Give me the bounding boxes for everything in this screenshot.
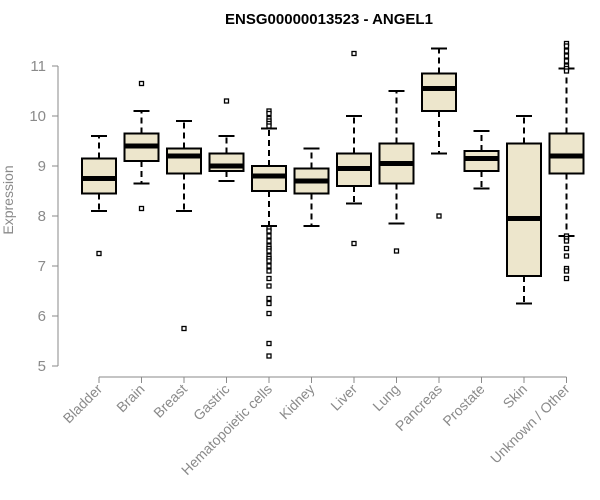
x-tick-label: Bladder [60,381,106,427]
x-tick-label: Skin [500,381,531,412]
x-tick-label: Lung [369,381,402,414]
outlier-point [563,268,570,274]
x-tick-label: Pancreas [392,381,445,434]
outlier-point [266,300,272,307]
box-group [378,90,415,254]
x-tick-label: Prostate [439,381,487,429]
outlier-point [563,48,570,54]
box-group [208,98,245,182]
outlier-point [563,58,570,64]
box-group [123,80,160,212]
y-tick-label: 9 [38,158,46,175]
x-tick-label: Unknown / Other [487,381,573,467]
box-group [166,120,202,332]
outlier-point [266,353,272,359]
outlier-point [181,325,187,332]
box-group [506,115,542,305]
box-group [293,147,330,227]
outlier-point [563,245,570,252]
y-tick-label: 11 [30,58,46,75]
outlier-point [351,50,357,57]
outlier-point [563,253,570,259]
outlier-point [138,80,145,87]
outlier-point [266,295,272,302]
outlier-point [266,233,272,239]
outlier-point [563,43,570,49]
y-tick-label: 6 [38,308,46,325]
outlier-point [266,238,272,244]
outlier-point [266,340,272,347]
y-tick-label: 5 [38,358,46,375]
outlier-point [266,310,272,317]
box-group [548,40,585,282]
box-group [463,130,500,190]
outlier-point [563,238,570,244]
outlier-point [563,275,570,282]
outlier-point [266,123,272,129]
outlier-point [266,268,272,274]
outlier-point [266,263,272,269]
y-tick-label: 10 [29,108,46,125]
outlier-point [266,110,272,117]
x-tick-label: Brain [113,381,147,415]
outlier-point [138,205,145,212]
x-tick-label: Breast [150,381,190,421]
y-tick-label: 7 [38,258,46,275]
boxes-layer [81,40,585,359]
outlier-point [266,248,272,254]
outlier-point [266,283,272,289]
outlier-point [563,68,570,74]
x-tick-label: Kidney [276,381,318,423]
box-group [421,47,457,219]
outlier-point [96,250,102,257]
box-iqr [421,72,457,112]
box-group [81,135,117,257]
outlier-point [266,258,272,264]
y-axis-label: Expression [0,165,16,234]
y-axis: 5 6 7 8 9 10 11 [29,58,59,375]
box-group [336,50,372,247]
outlier-point [563,53,570,59]
box-group [251,108,287,359]
outlier-point [393,248,400,254]
box-iqr [166,147,202,175]
y-tick-label: 8 [38,208,46,225]
outlier-point [436,213,442,219]
box-iqr [506,142,542,277]
outlier-point [351,240,357,247]
outlier-point [266,228,272,234]
x-tick-label: Liver [327,381,360,414]
outlier-point [223,98,230,104]
chart-title: ENSG00000013523 - ANGEL1 [225,11,433,28]
outlier-point [266,275,272,282]
